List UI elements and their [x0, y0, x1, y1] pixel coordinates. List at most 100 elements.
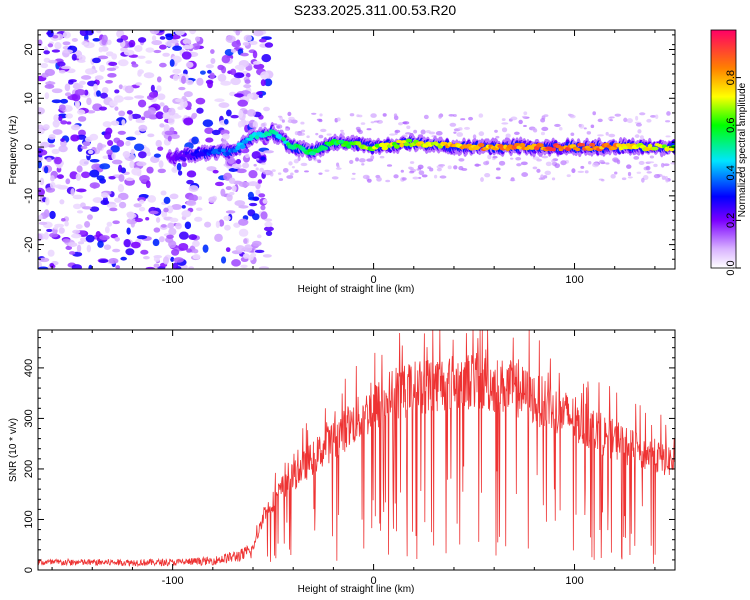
spectrogram-noise-blob [184, 221, 192, 230]
spectrogram-noise-blob [112, 220, 120, 225]
spectrogram-noise-blob [71, 93, 81, 102]
spectrogram-faint-blob [588, 160, 592, 165]
spectrogram-noise-blob [230, 114, 239, 119]
spectrogram-ytick-label: 20 [23, 43, 35, 55]
colorbar-gradient [711, 30, 736, 268]
spectrogram-faint-blob [635, 115, 639, 121]
spectrogram-faint-blob [288, 161, 293, 166]
spectrogram-noise-blob [192, 240, 200, 247]
spectrogram-faint-blob [558, 126, 563, 131]
colorbar-tick-label: 0.0 [725, 260, 737, 275]
spectrogram-noise-blob [252, 50, 258, 59]
spectrogram-noise-blob [57, 61, 66, 67]
spectrogram-noise-blob [174, 30, 186, 36]
spectrogram-noise-blob [225, 109, 232, 117]
spectrogram-xtick-label: 0 [371, 274, 377, 286]
spectrogram-noise-blob [111, 152, 116, 160]
spectrogram-faint-blob [449, 122, 457, 127]
spectrogram-noise-blob [260, 156, 266, 161]
spectrogram-noise-blob [45, 197, 50, 206]
spectrogram-ridge-core [669, 147, 675, 152]
spectrogram-faint-blob [592, 162, 599, 168]
spectrogram-noise-blob [240, 264, 248, 268]
spectrogram-noise-blob [250, 252, 257, 258]
spectrogram-faint-blob [460, 118, 466, 121]
spectrogram-noise-blob [195, 207, 203, 211]
spectrogram-noise-blob [169, 193, 179, 200]
spectrogram-faint-blob [521, 115, 528, 118]
spectrogram-noise-blob [245, 153, 250, 159]
spectrogram-faint-blob [646, 171, 652, 174]
spectrogram-noise-blob [58, 227, 65, 234]
spectrogram-faint-blob [456, 132, 464, 137]
spectrogram-noise-blob [76, 165, 83, 173]
spectrogram-noise-blob [246, 93, 254, 99]
spectrogram-faint-blob [543, 175, 548, 179]
spectrogram-noise-blob [220, 80, 232, 86]
spectrogram-noise-blob [186, 170, 197, 178]
spectrogram-noise-blob [125, 248, 135, 256]
spectrogram-ridge-core [346, 144, 352, 149]
spectrogram-noise-blob [153, 49, 162, 54]
spectrogram-noise-blob [151, 35, 157, 42]
spectrogram-noise-blob [218, 102, 230, 109]
spectrogram-noise-blob [231, 163, 242, 169]
spectrogram-noise-blob [49, 263, 55, 268]
spectrogram-noise-blob [167, 135, 172, 142]
spectrogram-noise-blob [106, 203, 118, 209]
spectrogram-noise-blob [46, 157, 52, 163]
spectrogram-noise-blob [89, 133, 99, 141]
spectrogram-noise-blob [186, 79, 194, 86]
spectrogram-noise-blob [171, 204, 182, 210]
spectrogram-faint-blob [421, 174, 428, 178]
spectrogram-noise-blob [221, 55, 231, 64]
colorbar-tick-label: 0.4 [725, 165, 737, 180]
spectrogram-noise-blob [136, 235, 148, 240]
spectrogram-noise-blob [97, 240, 104, 248]
spectrogram-noise-blob [215, 220, 220, 229]
spectrogram-faint-blob [515, 157, 522, 161]
spectrogram-noise-blob [185, 106, 192, 111]
spectrogram-noise-blob [59, 199, 65, 205]
spectrogram-noise-blob [113, 95, 124, 103]
snr-ytick-label: 200 [23, 460, 35, 478]
spectrogram-noise-blob [252, 30, 264, 37]
spectrogram-faint-blob [498, 160, 506, 166]
spectrogram-noise-blob [138, 124, 148, 132]
colorbar-frame [710, 29, 737, 269]
spectrogram-faint-blob [438, 164, 445, 167]
spectrogram-noise-blob [164, 130, 175, 136]
spectrogram-noise-blob [38, 257, 50, 263]
spectrogram-faint-blob [277, 115, 282, 118]
spectrogram-noise-blob [226, 193, 233, 202]
spectrogram-noise-blob [71, 233, 82, 239]
spectrogram-noise-blob [242, 253, 250, 259]
snr-ylabel: SNR (10 * v/v) [8, 418, 19, 482]
spectrogram-noise-blob [252, 196, 260, 201]
spectrogram-faint-blob [642, 175, 649, 181]
spectrogram-noise-blob [115, 265, 121, 269]
spectrogram-faint-blob [401, 177, 407, 181]
spectrogram-faint-blob [412, 176, 419, 180]
spectrogram-noise-blob [263, 226, 274, 232]
spectrogram-faint-blob [597, 134, 604, 137]
spectrogram-noise-blob [40, 62, 49, 69]
spectrogram-noise-blob [149, 30, 160, 35]
spectrogram-noise-blob [76, 210, 84, 214]
spectrogram-noise-blob [174, 98, 184, 103]
spectrogram-faint-blob [494, 129, 498, 133]
spectrogram-noise-blob [147, 133, 155, 138]
spectrogram-noise-blob [191, 112, 198, 119]
spectrogram-noise-blob [225, 35, 236, 43]
spectrogram-noise-blob [242, 41, 249, 46]
spectrogram-noise-blob [147, 107, 157, 115]
spectrogram-noise-blob [231, 259, 241, 267]
spectrogram-noise-blob [79, 158, 89, 167]
spectrogram-faint-blob [514, 131, 520, 136]
spectrogram-noise-blob [125, 140, 131, 147]
spectrogram-noise-blob [214, 98, 225, 103]
spectrogram-noise-blob [66, 106, 73, 112]
spectrogram-noise-blob [202, 119, 214, 127]
spectrogram-ridge-core [651, 146, 659, 151]
